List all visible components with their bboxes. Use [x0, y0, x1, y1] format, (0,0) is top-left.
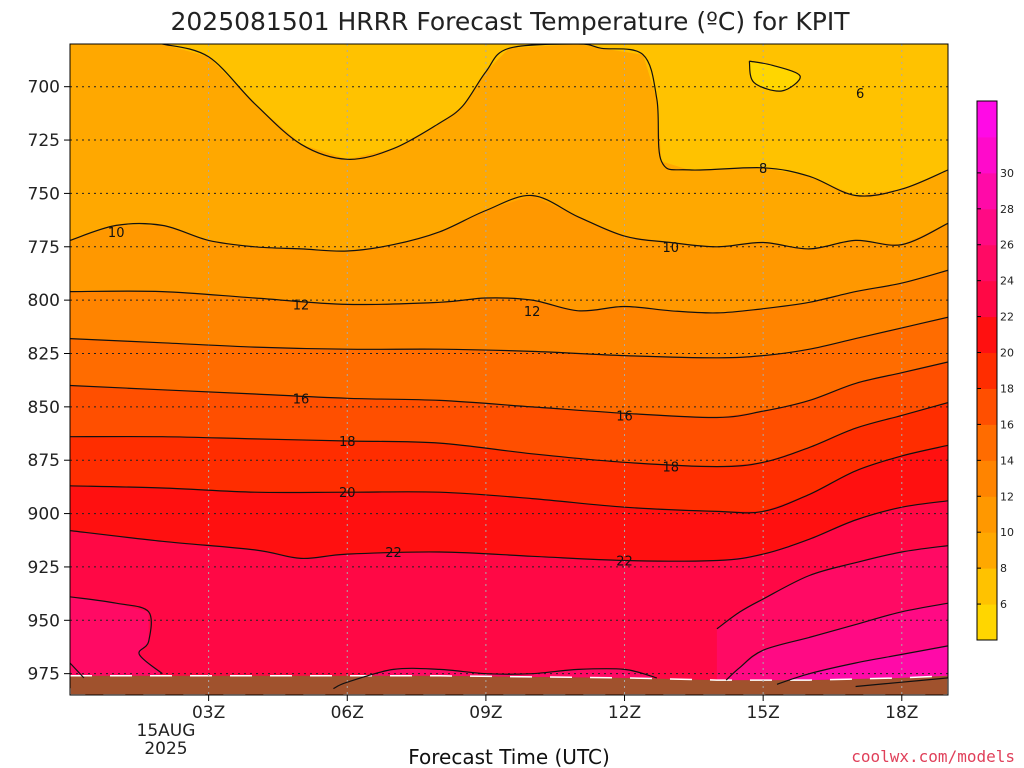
- x-tick-label-06Z: 06Z: [331, 703, 364, 723]
- colorbar-swatch-0: [977, 604, 997, 641]
- y-tick-label-800: 800: [28, 291, 60, 311]
- terrain-area: [70, 675, 948, 695]
- contour-26-line-13: [333, 667, 658, 690]
- colorbar-label-26: 26: [1000, 239, 1014, 252]
- y-tick-label-750: 750: [28, 184, 60, 204]
- contour-8-line-1: [162, 44, 948, 197]
- colorbar-swatch-4: [977, 460, 997, 497]
- contour-label-12: 22: [616, 555, 633, 570]
- colorbar-label-22: 22: [1000, 311, 1014, 324]
- contour-label-2: 10: [108, 226, 125, 241]
- x-axis-title: Forecast Time (UTC): [408, 745, 610, 768]
- plot-frame: [69, 43, 949, 696]
- contour-26-line-12: [725, 602, 948, 681]
- contour-label-0: 6: [856, 87, 864, 102]
- x-tick-label-09Z: 09Z: [469, 703, 502, 723]
- contour-22-line-8: [70, 500, 948, 562]
- contour-label-7: 16: [616, 409, 633, 424]
- colorbar-swatch-11: [977, 208, 997, 246]
- contour-28-line-14: [776, 645, 948, 685]
- contour-lines: [70, 44, 948, 690]
- contour-14-line-4: [70, 316, 948, 359]
- y-tick-label-950: 950: [28, 611, 60, 631]
- band-below-6: [749, 61, 801, 92]
- contour-26-line-11: [70, 662, 85, 679]
- colorbar-label-28: 28: [1000, 203, 1014, 216]
- contour-labels: 6 8 10 10 12 12 16 16 18 18 20 22 22: [108, 87, 864, 569]
- colorbar-label-8: 8: [1000, 562, 1007, 575]
- contour-label-6: 16: [293, 392, 310, 407]
- contour-label-11: 22: [385, 546, 402, 561]
- colorbar-swatch-1: [977, 568, 997, 605]
- terrain-fill: [70, 675, 948, 695]
- colorbar-label-14: 14: [1000, 454, 1014, 467]
- colorbar-label-10: 10: [1000, 526, 1014, 539]
- y-tick-label-700: 700: [28, 78, 60, 98]
- contour-26-line-10: [70, 596, 163, 675]
- contour-label-5: 12: [524, 305, 541, 320]
- band-6-8: [70, 44, 948, 196]
- x-axis: 03Z 06Z 09Z 12Z 15Z 18Z: [192, 695, 918, 723]
- y-tick-label-900: 900: [28, 505, 60, 525]
- contour-6-line-0: [748, 60, 801, 92]
- band-24: [70, 596, 163, 695]
- colorbar-label-30: 30: [1000, 167, 1014, 180]
- x-tick-label-12Z: 12Z: [608, 703, 641, 723]
- y-tick-label-850: 850: [28, 398, 60, 418]
- x-tick-label-03Z: 03Z: [192, 703, 225, 723]
- contour-30-line-15: [855, 677, 948, 688]
- contour-label-8: 18: [339, 435, 356, 450]
- colorbar: 6 8 10 12 14 16 18 20 22 24 26 28 30: [976, 100, 1014, 641]
- colorbar-swatch-2: [977, 532, 997, 569]
- y-tick-label-775: 775: [28, 238, 60, 258]
- colorbar-swatch-7: [977, 352, 997, 389]
- colorbar-swatch-9: [977, 280, 997, 318]
- y-axis: 700 725 750 775 800 825 850 875 900 925 950 975: [28, 78, 70, 685]
- contour-12-line-3: [70, 269, 948, 314]
- y-tick-label-925: 925: [28, 558, 60, 578]
- contour-16-line-5: [70, 361, 948, 419]
- colorbar-swatch-10: [977, 244, 997, 282]
- contour-18-line-6: [70, 402, 948, 468]
- colorbar-label-20: 20: [1000, 347, 1014, 360]
- x-tick-label-15Z: 15Z: [747, 703, 780, 723]
- colorbar-swatch-8: [977, 316, 997, 354]
- chart-title: 2025081501 HRRR Forecast Temperature (ºC…: [170, 7, 850, 36]
- x-tick-label-18Z: 18Z: [885, 703, 918, 723]
- site-credit: coolwx.com/models: [851, 747, 1015, 766]
- colorbar-label-12: 12: [1000, 490, 1014, 503]
- contour-10-line-2: [70, 194, 948, 252]
- colorbar-swatch-12: [977, 172, 997, 210]
- colorbar-frame: [976, 100, 998, 641]
- y-tick-label-875: 875: [28, 451, 60, 471]
- contour-20-line-7: [70, 444, 948, 514]
- contour-label-9: 18: [662, 461, 679, 476]
- contour-24-line-9: [716, 545, 948, 630]
- y-tick-label-975: 975: [28, 665, 60, 685]
- colorbar-label-18: 18: [1000, 382, 1014, 395]
- colorbar-label-6: 6: [1000, 598, 1007, 611]
- colorbar-label-16: 16: [1000, 418, 1014, 431]
- colorbar-swatch-13: [977, 136, 997, 174]
- colorbar-swatch-5: [977, 424, 997, 461]
- colorbar-label-24: 24: [1000, 275, 1014, 288]
- colorbar-swatch-3: [977, 496, 997, 533]
- contour-label-1: 8: [759, 162, 767, 177]
- contour-label-10: 20: [339, 486, 356, 501]
- contour-label-3: 10: [662, 241, 679, 256]
- y-tick-label-825: 825: [28, 344, 60, 364]
- x-date-day: 15AUG: [137, 721, 196, 741]
- contour-label-4: 12: [293, 298, 310, 313]
- x-date-year: 2025: [144, 739, 187, 759]
- colorbar-swatch-14: [977, 101, 997, 138]
- colorbar-swatch-6: [977, 388, 997, 425]
- y-tick-label-725: 725: [28, 131, 60, 151]
- temperature-fill: [70, 44, 948, 695]
